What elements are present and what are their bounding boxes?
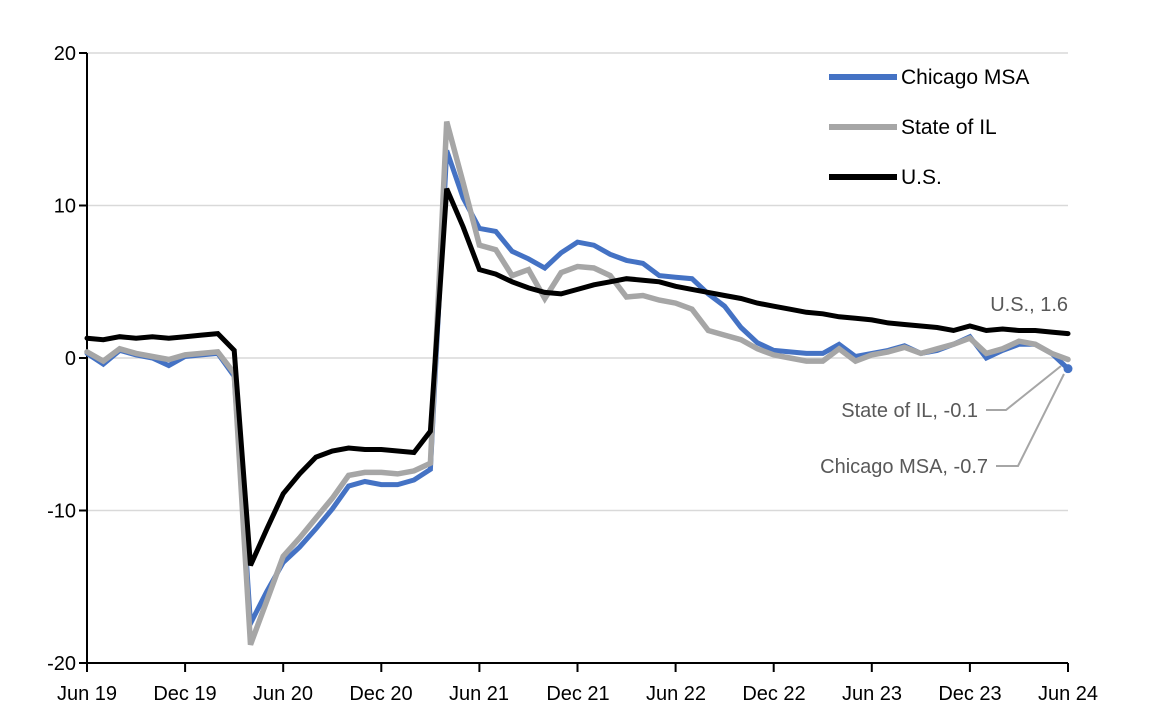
y-axis-labels: 20 10 0 -10 -20 xyxy=(47,43,76,675)
leader-line-state-of-il xyxy=(986,365,1062,411)
series-line-state-of-il xyxy=(84,120,1071,646)
x-axis-labels: Jun 19 Dec 19 Jun 20 Dec 20 Jun 21 Dec 2… xyxy=(57,683,1098,705)
chicago-msa-end-marker xyxy=(1063,364,1073,374)
x-tick-label: Dec 22 xyxy=(742,683,805,705)
grid-layer xyxy=(87,52,1068,512)
legend: Chicago MSA State of IL U.S. xyxy=(829,66,1029,189)
legend-label-state-of-il: State of IL xyxy=(901,116,997,139)
legend-label-chicago-msa: Chicago MSA xyxy=(901,66,1029,89)
x-tick-label: Jun 22 xyxy=(646,683,706,705)
annotations: U.S., 1.6 State of IL, -0.1 Chicago MSA,… xyxy=(820,294,1068,478)
y-tick-label: -20 xyxy=(47,653,76,675)
series-line-u-s- xyxy=(84,187,1071,567)
series-layer xyxy=(84,120,1073,646)
x-tick-label: Dec 21 xyxy=(546,683,609,705)
x-tick-label: Jun 23 xyxy=(842,683,902,705)
legend-item-chicago-msa: Chicago MSA xyxy=(829,66,1029,89)
x-tick-label: Jun 20 xyxy=(253,683,313,705)
annotation-state-of-il: State of IL, -0.1 xyxy=(841,400,978,422)
y-tick-label: 20 xyxy=(54,43,76,65)
x-tick-label: Jun 24 xyxy=(1038,683,1098,705)
legend-item-state-of-il: State of IL xyxy=(829,116,997,139)
x-tick-label: Dec 19 xyxy=(153,683,216,705)
x-tick-label: Jun 21 xyxy=(449,683,509,705)
x-tick-label: Dec 23 xyxy=(938,683,1001,705)
y-tick-label: 10 xyxy=(54,196,76,218)
y-tick-label: -10 xyxy=(47,501,76,523)
leader-line-chicago-msa xyxy=(996,373,1065,467)
annotation-us: U.S., 1.6 xyxy=(990,294,1068,316)
legend-label-us: U.S. xyxy=(901,166,942,189)
x-tick-label: Jun 19 xyxy=(57,683,117,705)
x-tick-label: Dec 20 xyxy=(349,683,412,705)
axis-layer xyxy=(79,52,1069,672)
y-tick-label: 0 xyxy=(65,348,76,370)
annotation-chicago-msa: Chicago MSA, -0.7 xyxy=(820,456,988,478)
legend-item-us: U.S. xyxy=(829,166,942,189)
